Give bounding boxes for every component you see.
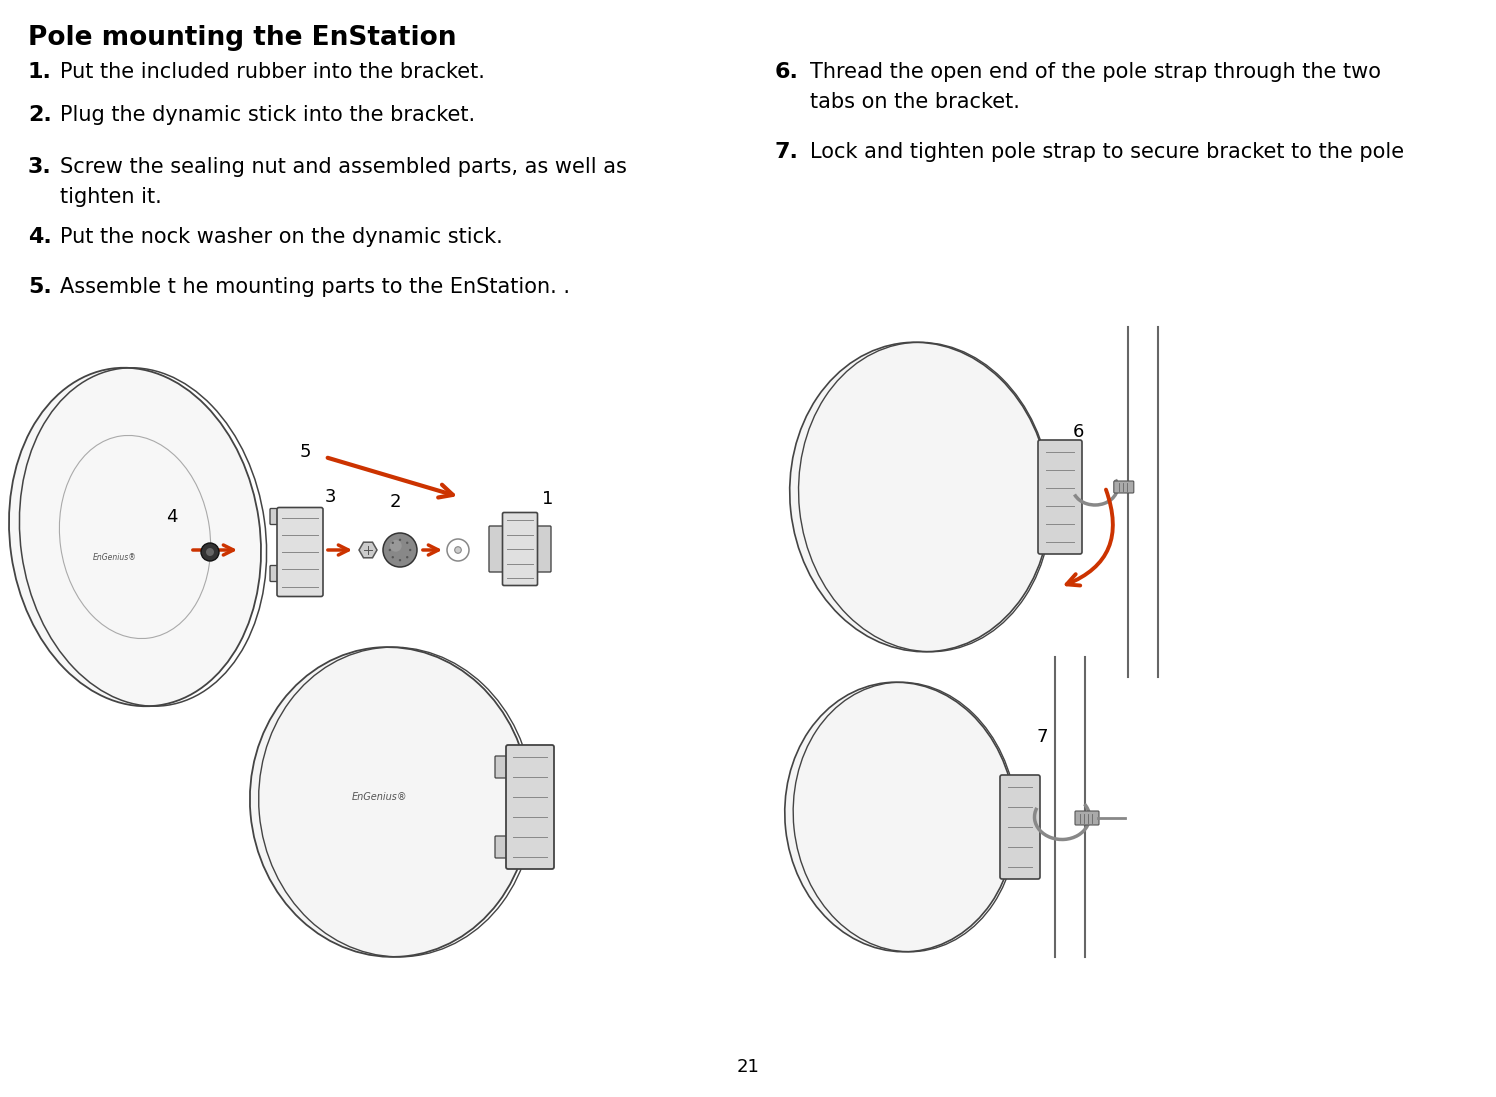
Text: 1.: 1. <box>28 63 52 82</box>
Ellipse shape <box>250 647 530 957</box>
Text: EnGenius®: EnGenius® <box>93 553 138 562</box>
Text: 21: 21 <box>736 1058 760 1076</box>
Circle shape <box>408 548 411 551</box>
FancyBboxPatch shape <box>1115 480 1134 493</box>
Circle shape <box>392 556 393 558</box>
FancyBboxPatch shape <box>506 745 554 869</box>
Text: Plug the dynamic stick into the bracket.: Plug the dynamic stick into the bracket. <box>60 105 476 125</box>
FancyBboxPatch shape <box>277 508 323 597</box>
Circle shape <box>405 556 408 558</box>
FancyBboxPatch shape <box>1038 440 1082 554</box>
Circle shape <box>447 539 470 561</box>
FancyBboxPatch shape <box>503 512 537 586</box>
Text: Assemble t he mounting parts to the EnStation. .: Assemble t he mounting parts to the EnSt… <box>60 278 570 297</box>
Circle shape <box>206 548 214 556</box>
Text: 5: 5 <box>299 443 311 461</box>
FancyBboxPatch shape <box>269 509 289 524</box>
Text: Pole mounting the EnStation: Pole mounting the EnStation <box>28 25 456 50</box>
Text: Screw the sealing nut and assembled parts, as well as: Screw the sealing nut and assembled part… <box>60 157 627 177</box>
FancyBboxPatch shape <box>1076 811 1100 825</box>
FancyBboxPatch shape <box>536 525 551 572</box>
Circle shape <box>399 539 401 541</box>
Text: EnGenius®: EnGenius® <box>352 792 408 802</box>
Ellipse shape <box>785 682 1016 952</box>
Text: 5.: 5. <box>28 278 52 297</box>
Text: 7: 7 <box>1037 728 1047 746</box>
FancyBboxPatch shape <box>269 565 289 581</box>
Text: Thread the open end of the pole strap through the two: Thread the open end of the pole strap th… <box>809 63 1381 82</box>
Text: Lock and tighten pole strap to secure bracket to the pole: Lock and tighten pole strap to secure br… <box>809 142 1405 162</box>
Text: 6.: 6. <box>775 63 799 82</box>
FancyBboxPatch shape <box>999 774 1040 879</box>
Text: 2: 2 <box>389 493 401 511</box>
Ellipse shape <box>790 342 1050 652</box>
Circle shape <box>405 542 408 544</box>
FancyBboxPatch shape <box>495 756 509 778</box>
FancyBboxPatch shape <box>489 525 506 572</box>
Ellipse shape <box>9 367 260 706</box>
Circle shape <box>392 542 393 544</box>
FancyBboxPatch shape <box>495 836 509 858</box>
Text: 6: 6 <box>1073 423 1083 441</box>
Circle shape <box>383 533 417 567</box>
Text: 1: 1 <box>543 490 554 508</box>
Text: Put the nock washer on the dynamic stick.: Put the nock washer on the dynamic stick… <box>60 227 503 247</box>
Text: 3: 3 <box>325 488 335 506</box>
Text: 4: 4 <box>166 508 178 525</box>
Text: 7.: 7. <box>775 142 799 162</box>
Text: 2.: 2. <box>28 105 52 125</box>
Text: Put the included rubber into the bracket.: Put the included rubber into the bracket… <box>60 63 485 82</box>
Text: 3.: 3. <box>28 157 52 177</box>
Circle shape <box>200 543 218 561</box>
Circle shape <box>455 546 461 553</box>
FancyArrowPatch shape <box>1067 489 1113 586</box>
Circle shape <box>399 559 401 562</box>
Text: 4.: 4. <box>28 227 52 247</box>
Text: tabs on the bracket.: tabs on the bracket. <box>809 92 1020 112</box>
Polygon shape <box>359 542 377 557</box>
Circle shape <box>389 548 390 551</box>
Circle shape <box>390 540 402 552</box>
Text: tighten it.: tighten it. <box>60 186 162 207</box>
